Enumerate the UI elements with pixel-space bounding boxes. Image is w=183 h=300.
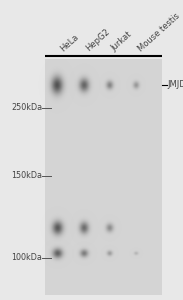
Bar	[45, 58, 162, 295]
Text: 100kDa: 100kDa	[11, 254, 42, 262]
Text: Jurkat: Jurkat	[110, 30, 134, 53]
Text: HeLa: HeLa	[59, 32, 81, 53]
Text: HepG2: HepG2	[84, 28, 112, 53]
Text: 150kDa: 150kDa	[11, 171, 42, 180]
Text: 250kDa: 250kDa	[11, 103, 42, 112]
Text: JMJD1C: JMJD1C	[167, 80, 183, 89]
Text: Mouse testis: Mouse testis	[136, 11, 182, 53]
